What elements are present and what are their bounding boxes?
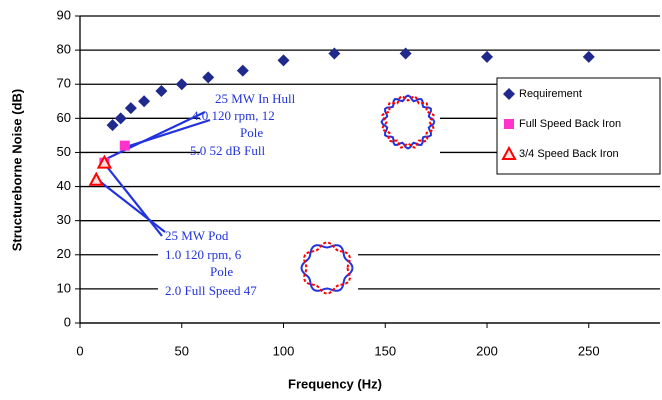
point: [114, 112, 127, 125]
x-tick-label: 250: [578, 343, 600, 358]
point: [138, 95, 151, 108]
legend-marker: [503, 88, 515, 100]
annotation-text: 5.0 52 dB Full: [190, 143, 266, 158]
ring-bg: [296, 237, 358, 299]
point: [119, 140, 130, 151]
point: [175, 78, 188, 91]
x-tick-label: 50: [175, 343, 189, 358]
annotation-box: [158, 226, 310, 322]
point: [124, 102, 137, 115]
ring-blue: [380, 94, 436, 150]
legend-label: Requirement: [519, 88, 582, 100]
x-tick-label: 150: [374, 343, 396, 358]
annotation-text: 1.0 120 rpm, 6: [165, 247, 242, 262]
x-axis-label: Frequency (Hz): [288, 376, 382, 391]
ring-blue: [300, 244, 354, 292]
point: [582, 50, 595, 63]
point: [202, 71, 215, 84]
legend-marker: [501, 145, 517, 160]
annotation-text: 4.0 120 rpm, 12: [192, 108, 275, 123]
annotation-text: 25 MW Pod: [165, 228, 229, 243]
annotation-leader: [125, 118, 211, 149]
ring-red: [381, 95, 435, 149]
x-tick-label: 200: [476, 343, 498, 358]
y-tick-label: 70: [57, 76, 71, 91]
y-tick-label: 50: [57, 144, 71, 159]
point: [106, 119, 119, 132]
annotation-leader: [97, 179, 166, 233]
x-tick-label: 0: [76, 343, 83, 358]
point: [277, 54, 290, 67]
point: [96, 154, 113, 169]
y-tick-label: 30: [57, 212, 71, 227]
annotation-text: 2.0 Full Speed 47: [165, 283, 257, 298]
y-tick-label: 0: [64, 314, 71, 329]
annotation-text: Pole: [240, 125, 263, 140]
legend-label: Full Speed Back Iron: [519, 118, 621, 130]
legend-label: 3/4 Speed Back Iron: [519, 148, 619, 160]
point: [88, 171, 104, 186]
y-tick-label: 90: [57, 7, 71, 22]
y-tick-label: 10: [57, 280, 71, 295]
point: [399, 47, 412, 60]
legend-box: [496, 77, 661, 175]
point: [155, 85, 168, 98]
y-axis-label: Structureborne Noise (dB): [9, 89, 24, 252]
annotation-text: 25 MW In Hull: [215, 91, 296, 106]
annotation-leader: [103, 162, 163, 237]
ring-red: [303, 241, 351, 295]
point: [328, 47, 341, 60]
y-tick-label: 60: [57, 110, 71, 125]
y-tick-label: 20: [57, 246, 71, 261]
annotation-leader: [103, 111, 206, 161]
point: [236, 64, 249, 77]
annotation-box: [200, 90, 378, 156]
y-tick-label: 80: [57, 42, 71, 57]
annotation-text: Pole: [210, 264, 233, 279]
point: [481, 50, 494, 63]
legend-marker: [504, 119, 514, 129]
x-tick-label: 100: [273, 343, 295, 358]
y-tick-label: 40: [57, 178, 71, 193]
